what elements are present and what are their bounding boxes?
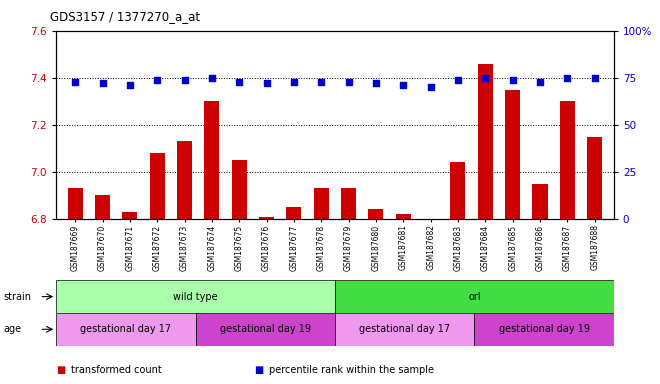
Bar bbox=[177, 141, 192, 219]
Point bbox=[398, 82, 409, 88]
Bar bbox=[335, 280, 614, 313]
Bar bbox=[314, 188, 329, 219]
Point bbox=[480, 74, 490, 81]
Text: gestational day 19: gestational day 19 bbox=[220, 324, 311, 334]
Bar bbox=[396, 214, 411, 219]
Text: GDS3157 / 1377270_a_at: GDS3157 / 1377270_a_at bbox=[50, 10, 199, 23]
Bar bbox=[335, 313, 475, 346]
Point bbox=[70, 78, 81, 84]
Text: strain: strain bbox=[3, 291, 31, 302]
Bar bbox=[533, 184, 548, 219]
Bar bbox=[587, 137, 602, 219]
Text: age: age bbox=[3, 324, 21, 334]
Point bbox=[97, 80, 108, 86]
Point bbox=[562, 74, 573, 81]
Bar bbox=[259, 217, 274, 219]
Point bbox=[207, 74, 217, 81]
Text: ■: ■ bbox=[56, 365, 65, 375]
Bar bbox=[150, 153, 165, 219]
Bar bbox=[475, 313, 614, 346]
Point bbox=[508, 76, 518, 83]
Text: gestational day 17: gestational day 17 bbox=[81, 324, 172, 334]
Bar bbox=[505, 89, 520, 219]
Point bbox=[453, 76, 463, 83]
Bar bbox=[286, 207, 302, 219]
Bar bbox=[122, 212, 137, 219]
Point bbox=[288, 78, 299, 84]
Bar bbox=[341, 188, 356, 219]
Point bbox=[152, 76, 162, 83]
Text: orl: orl bbox=[468, 291, 480, 302]
Point bbox=[180, 76, 190, 83]
Bar bbox=[56, 313, 195, 346]
Bar bbox=[68, 188, 82, 219]
Bar bbox=[451, 162, 465, 219]
Point bbox=[589, 74, 600, 81]
Bar bbox=[368, 210, 383, 219]
Point bbox=[371, 80, 381, 86]
Point bbox=[234, 78, 245, 84]
Point bbox=[316, 78, 327, 84]
Bar bbox=[478, 64, 493, 219]
Bar bbox=[95, 195, 110, 219]
Text: percentile rank within the sample: percentile rank within the sample bbox=[269, 365, 434, 375]
Point bbox=[425, 84, 436, 90]
Text: transformed count: transformed count bbox=[71, 365, 161, 375]
Text: gestational day 17: gestational day 17 bbox=[359, 324, 450, 334]
Point bbox=[535, 78, 545, 84]
Bar bbox=[560, 101, 575, 219]
Point bbox=[125, 82, 135, 88]
Bar bbox=[56, 280, 335, 313]
Point bbox=[261, 80, 272, 86]
Text: wild type: wild type bbox=[173, 291, 218, 302]
Bar bbox=[195, 313, 335, 346]
Bar bbox=[232, 160, 247, 219]
Point bbox=[343, 78, 354, 84]
Text: ■: ■ bbox=[254, 365, 263, 375]
Text: gestational day 19: gestational day 19 bbox=[498, 324, 589, 334]
Bar bbox=[205, 101, 219, 219]
